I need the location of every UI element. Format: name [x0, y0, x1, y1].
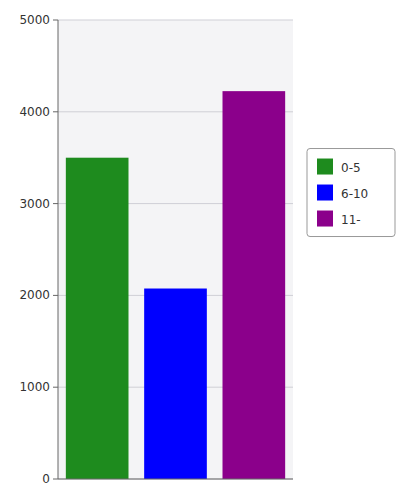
legend-label: 6-10 [341, 187, 368, 201]
chart-svg: 0 1000 2000 3000 4000 5000 0-5 6-10 11- [0, 0, 413, 503]
legend-swatch [317, 159, 333, 175]
legend-swatch [317, 185, 333, 201]
tick-label: 5000 [19, 13, 50, 27]
tick-label: 0 [42, 472, 50, 486]
tick-mark [53, 479, 58, 480]
bar [144, 289, 207, 479]
bars [66, 91, 285, 479]
legend-box [307, 149, 395, 237]
legend-label: 11- [341, 213, 361, 227]
tick-mark [53, 203, 58, 204]
x-axis-line [58, 479, 293, 480]
tick-label: 3000 [19, 197, 50, 211]
tick-label: 1000 [19, 380, 50, 394]
tick-mark [53, 295, 58, 296]
legend: 0-5 6-10 11- [307, 149, 395, 237]
grid [58, 20, 293, 479]
legend-swatch [317, 211, 333, 227]
bar [66, 158, 129, 479]
bar [223, 91, 286, 479]
tick-mark [53, 111, 58, 112]
y-axis: 0 1000 2000 3000 4000 5000 [19, 13, 58, 486]
chart-container: 0 1000 2000 3000 4000 5000 0-5 6-10 11- [0, 0, 413, 503]
y-axis-line [58, 20, 59, 479]
tick-label: 4000 [19, 105, 50, 119]
grid-line [58, 20, 293, 21]
tick-mark [53, 20, 58, 21]
plot-background [58, 20, 293, 479]
legend-label: 0-5 [341, 161, 361, 175]
grid-line [58, 479, 293, 480]
tick-label: 2000 [19, 288, 50, 302]
tick-mark [53, 387, 58, 388]
